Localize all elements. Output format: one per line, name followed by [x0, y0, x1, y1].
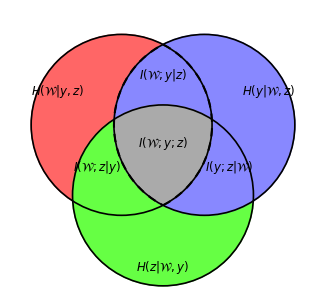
Circle shape: [114, 34, 295, 215]
Text: $I(y; z|\mathcal{W})$: $I(y; z|\mathcal{W})$: [205, 159, 253, 176]
Text: $I(\mathcal{W}; z|y)$: $I(\mathcal{W}; z|y)$: [73, 159, 121, 176]
Polygon shape: [114, 105, 212, 205]
Circle shape: [31, 34, 212, 215]
Text: $H(y|\mathcal{W}, z)$: $H(y|\mathcal{W}, z)$: [242, 83, 295, 100]
Text: $H(z|\mathcal{W}, y)$: $H(z|\mathcal{W}, y)$: [136, 259, 190, 276]
Circle shape: [73, 105, 253, 286]
Text: $I(\mathcal{W}; y; z)$: $I(\mathcal{W}; y; z)$: [138, 135, 188, 152]
Text: $H(\mathcal{W}|y, z)$: $H(\mathcal{W}|y, z)$: [31, 83, 84, 100]
Text: $I(\mathcal{W}; y|z)$: $I(\mathcal{W}; y|z)$: [139, 67, 187, 84]
